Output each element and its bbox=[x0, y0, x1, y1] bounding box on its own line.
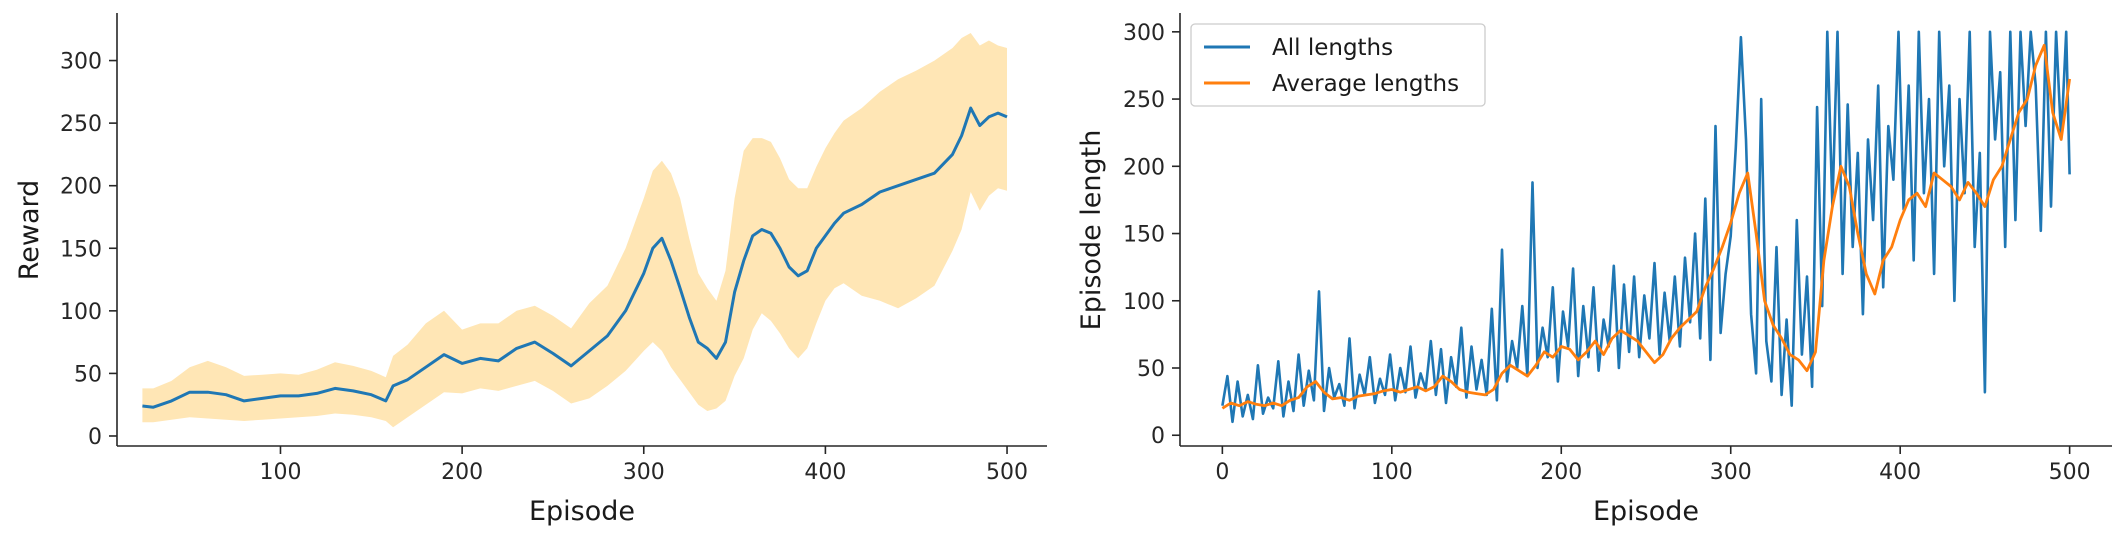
reward-y-tick-label: 100 bbox=[60, 300, 102, 325]
reward-x-tick-label: 400 bbox=[804, 460, 846, 485]
legend-label-all-lengths: All lengths bbox=[1272, 35, 1393, 61]
episode-length-y-axis-title: Episode length bbox=[1076, 130, 1107, 331]
reward-y-tick-label: 50 bbox=[74, 362, 102, 387]
episode-length-y-tick-label: 150 bbox=[1123, 223, 1165, 248]
episode-length-x-tick-label: 500 bbox=[2049, 460, 2091, 485]
episode-length-y-tick-label: 300 bbox=[1123, 21, 1165, 46]
episode-length-y-tick-label: 200 bbox=[1123, 155, 1165, 180]
episode-length-y-tick-label: 250 bbox=[1123, 88, 1165, 113]
reward-x-tick-label: 300 bbox=[623, 460, 665, 485]
episode-length-x-ticks: 0 100 200 300 400 500 bbox=[1215, 446, 2091, 485]
legend-label-average-lengths: Average lengths bbox=[1272, 71, 1459, 97]
reward-chart: 100 200 300 400 500 0 50 100 150 200 250 300 Episo… bbox=[14, 13, 1047, 527]
reward-x-ticks: 100 200 300 400 500 bbox=[259, 446, 1028, 485]
reward-x-tick-label: 500 bbox=[986, 460, 1028, 485]
legend-frame bbox=[1190, 23, 1486, 107]
reward-x-axis-title: Episode bbox=[529, 496, 635, 527]
reward-mean-line bbox=[142, 106, 1008, 409]
episode-length-x-tick-label: 200 bbox=[1540, 460, 1582, 485]
episode-length-line-layer bbox=[1221, 30, 2071, 424]
episode-length-x-tick-label: 0 bbox=[1215, 460, 1229, 485]
episode-length-y-tick-label: 100 bbox=[1123, 290, 1165, 315]
legend: All lengths Average lengths bbox=[1190, 23, 1486, 107]
series-average-lengths-line bbox=[1221, 43, 2071, 410]
episode-length-x-tick-label: 400 bbox=[1879, 460, 1921, 485]
reward-y-ticks: 0 50 100 150 200 250 300 bbox=[60, 50, 117, 450]
episode-length-y-tick-label: 50 bbox=[1137, 357, 1165, 382]
reward-confidence-band bbox=[142, 33, 1007, 428]
reward-y-tick-label: 300 bbox=[60, 50, 102, 75]
reward-line-layer bbox=[142, 106, 1008, 409]
reward-x-tick-label: 200 bbox=[441, 460, 483, 485]
reward-y-tick-label: 250 bbox=[60, 112, 102, 137]
reward-y-axis-title: Reward bbox=[14, 180, 45, 281]
reward-x-tick-label: 100 bbox=[259, 460, 301, 485]
episode-length-x-axis-title: Episode bbox=[1593, 496, 1699, 527]
episode-length-x-tick-label: 100 bbox=[1371, 460, 1413, 485]
reward-y-tick-label: 150 bbox=[60, 237, 102, 262]
reward-y-tick-label: 200 bbox=[60, 175, 102, 200]
episode-length-x-tick-label: 300 bbox=[1710, 460, 1752, 485]
episode-length-y-ticks: 0 50 100 150 200 250 300 bbox=[1123, 21, 1180, 449]
episode-length-chart: 0 100 200 300 400 500 0 50 100 150 200 250 300 Epis… bbox=[1076, 13, 2112, 527]
reward-y-tick-label: 0 bbox=[88, 425, 102, 450]
episode-length-y-tick-label: 0 bbox=[1151, 424, 1165, 449]
series-all-lengths-line bbox=[1221, 30, 2071, 424]
reward-band-layer bbox=[142, 33, 1007, 428]
